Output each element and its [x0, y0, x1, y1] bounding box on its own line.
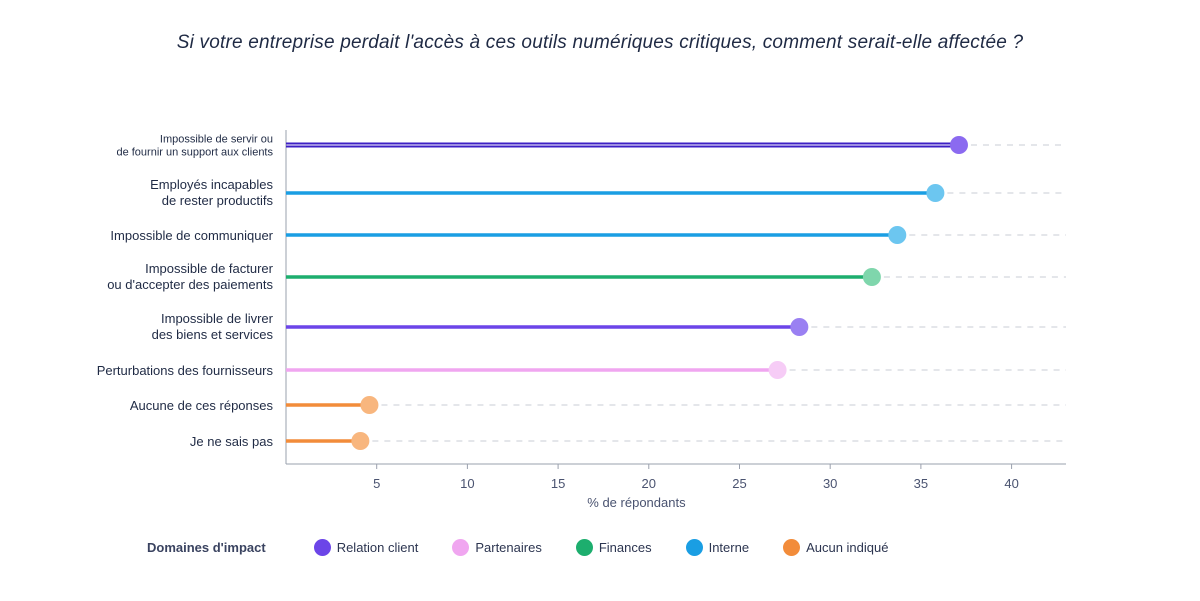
x-tick-label: 40 [1004, 476, 1018, 491]
x-tick-label: 5 [373, 476, 380, 491]
lollipop-dot [862, 268, 881, 286]
x-axis-title: % de répondants [587, 495, 686, 510]
x-tick-label: 35 [914, 476, 928, 491]
lollipop-dot [926, 184, 945, 202]
category-label: Perturbations des fournisseurs [97, 363, 274, 378]
category-label: Impossible de communiquer [110, 228, 273, 243]
legend-label: Relation client [336, 539, 419, 555]
x-tick-label: 25 [732, 476, 746, 491]
lollipop-dot [790, 318, 809, 336]
chart-title: Si votre entreprise perdait l'accès à ce… [176, 32, 1024, 53]
legend-item-aucun-indique: Aucun indiqué [783, 538, 889, 556]
category-label: Employés incapables [150, 177, 273, 192]
legend-label: Finances [598, 539, 652, 555]
legend-item-finances: Finances [575, 538, 652, 556]
x-tick-label: 20 [642, 476, 656, 491]
legend: Domaines d'impact Relation client Parten… [147, 537, 922, 557]
legend-swatch [452, 538, 470, 556]
legend-swatch [575, 538, 593, 556]
legend-item-partenaires: Partenaires [452, 538, 542, 556]
category-label: des biens et services [152, 327, 274, 342]
x-tick-label: 30 [823, 476, 837, 491]
x-tick-label: 10 [460, 476, 474, 491]
legend-title: Domaines d'impact [147, 539, 266, 555]
lollipop-dot [888, 226, 907, 244]
category-label: Impossible de livrer [161, 311, 274, 326]
category-label: Aucune de ces réponses [130, 398, 274, 413]
category-label: Impossible de facturer [145, 261, 274, 276]
category-label: Impossible de servir ou [160, 134, 273, 146]
legend-label: Partenaires [475, 539, 542, 555]
category-label: Je ne sais pas [190, 434, 274, 449]
legend-label: Aucun indiqué [806, 539, 889, 555]
legend-swatch [685, 538, 703, 556]
lollipop-dot [949, 136, 968, 154]
legend-swatch [313, 538, 331, 556]
lollipop-dot [768, 361, 787, 379]
legend-label: Interne [708, 539, 750, 555]
x-tick-label: 15 [551, 476, 565, 491]
legend-swatch [783, 538, 801, 556]
category-label: de rester productifs [162, 193, 274, 208]
category-label: ou d'accepter des paiements [107, 277, 273, 292]
lollipop-dot [360, 396, 379, 414]
legend-item-interne: Interne [685, 538, 750, 556]
category-label: de fournir un support aux clients [116, 147, 273, 159]
legend-item-relation-client: Relation client [313, 538, 419, 556]
lollipop-dot [351, 432, 370, 450]
